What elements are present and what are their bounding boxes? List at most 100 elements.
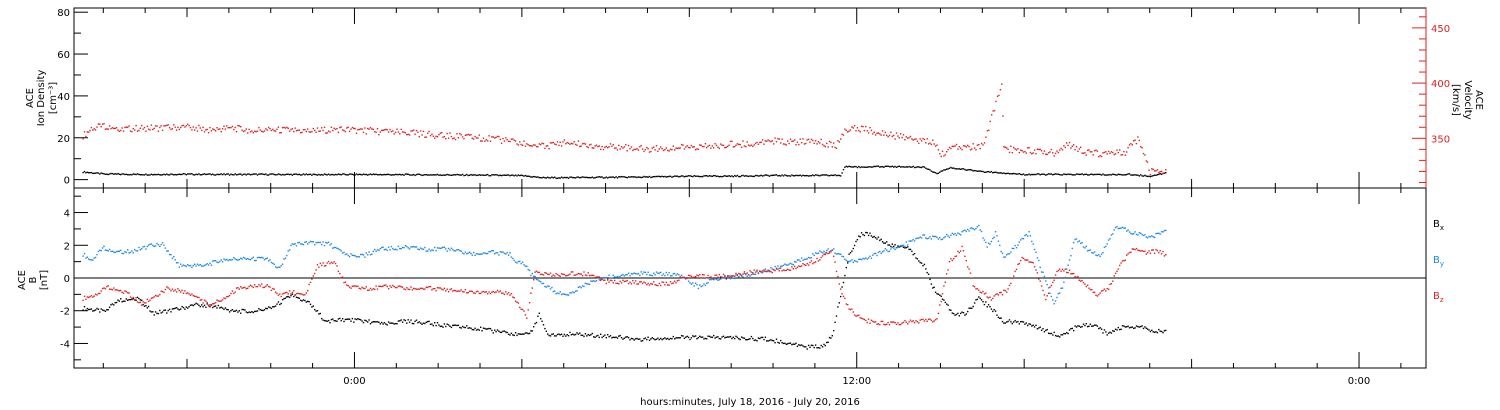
velocity-point — [696, 148, 698, 150]
velocity-point — [941, 150, 944, 152]
velocity-point — [692, 146, 694, 148]
density-point — [484, 174, 486, 176]
b-point — [245, 258, 247, 260]
b-point — [355, 285, 358, 288]
density-point — [654, 175, 656, 178]
b-point — [89, 259, 91, 261]
b-point — [746, 275, 748, 277]
velocity-point — [667, 149, 669, 152]
b-point — [526, 332, 528, 334]
b-point — [764, 268, 767, 270]
b-point — [1142, 234, 1145, 237]
b-point — [951, 232, 953, 235]
b-point — [1093, 291, 1096, 294]
b-point — [713, 334, 715, 337]
b-point — [1126, 254, 1128, 256]
density-point — [265, 173, 267, 175]
velocity-point — [1080, 146, 1082, 148]
velocity-point — [274, 130, 277, 132]
velocity-point — [743, 145, 746, 147]
velocity-point — [623, 146, 626, 148]
b-point — [326, 262, 328, 264]
b-point — [407, 319, 409, 321]
velocity-point — [548, 148, 550, 150]
b-point — [607, 278, 609, 280]
velocity-point — [1134, 139, 1136, 141]
b-point — [510, 256, 513, 258]
b-point — [114, 302, 116, 304]
b-point — [639, 338, 641, 340]
velocity-point — [887, 136, 889, 138]
velocity-point — [749, 145, 751, 147]
velocity-point — [134, 129, 136, 131]
density-point — [549, 177, 552, 179]
density-point — [647, 176, 649, 178]
b-point — [962, 250, 965, 252]
b-point — [916, 321, 919, 323]
b-point — [237, 287, 239, 289]
b-point — [778, 342, 780, 344]
b-point — [544, 327, 546, 330]
b-point — [813, 261, 815, 264]
b-point — [89, 296, 91, 298]
b-point — [703, 274, 705, 276]
b-point — [454, 290, 457, 292]
velocity-point — [1040, 150, 1043, 152]
b-point — [770, 339, 772, 341]
b-point — [263, 259, 266, 261]
b-point — [372, 250, 374, 252]
b-point — [1061, 334, 1064, 336]
velocity-point — [609, 143, 612, 145]
b-point — [485, 253, 487, 255]
b-point — [823, 253, 825, 255]
b-point — [667, 337, 669, 340]
density-point — [644, 176, 647, 178]
b-point — [559, 275, 561, 277]
b-point — [771, 268, 773, 270]
density-point — [800, 175, 803, 177]
density-point — [101, 172, 104, 175]
b-point — [354, 318, 356, 320]
velocity-point — [505, 137, 507, 139]
b-point — [828, 252, 831, 254]
density-point — [718, 176, 720, 178]
b-point — [964, 229, 966, 231]
b-point — [992, 237, 994, 240]
velocity-point — [171, 128, 174, 130]
velocity-point — [375, 131, 377, 134]
b-point — [718, 279, 720, 281]
velocity-point — [1024, 150, 1026, 153]
b-point — [884, 242, 886, 244]
density-point — [920, 166, 923, 169]
density-point — [351, 173, 354, 176]
b-point — [794, 343, 796, 345]
velocity-point — [1120, 154, 1122, 156]
velocity-point — [714, 143, 716, 145]
velocity-point — [88, 131, 90, 133]
density-point — [300, 174, 302, 176]
b-point — [1145, 253, 1147, 255]
velocity-point — [262, 131, 264, 133]
density-point — [471, 174, 473, 176]
density-point — [491, 174, 493, 176]
b-point — [1088, 325, 1090, 327]
b-point — [339, 272, 341, 275]
b-point — [967, 228, 969, 231]
velocity-point — [168, 127, 171, 129]
b-point — [120, 289, 122, 292]
b-point — [484, 327, 486, 330]
b-point — [368, 289, 370, 291]
density-point — [163, 173, 165, 175]
density-point — [581, 176, 584, 178]
b-point — [978, 224, 980, 227]
b-point — [646, 338, 648, 341]
b-point — [584, 274, 587, 276]
b-point — [117, 250, 119, 252]
velocity-point — [220, 131, 222, 133]
velocity-point — [634, 148, 637, 151]
density-point — [467, 174, 469, 177]
density-point — [113, 173, 115, 175]
b-point — [957, 250, 959, 253]
b-point — [1159, 249, 1161, 252]
b-point — [488, 327, 490, 330]
